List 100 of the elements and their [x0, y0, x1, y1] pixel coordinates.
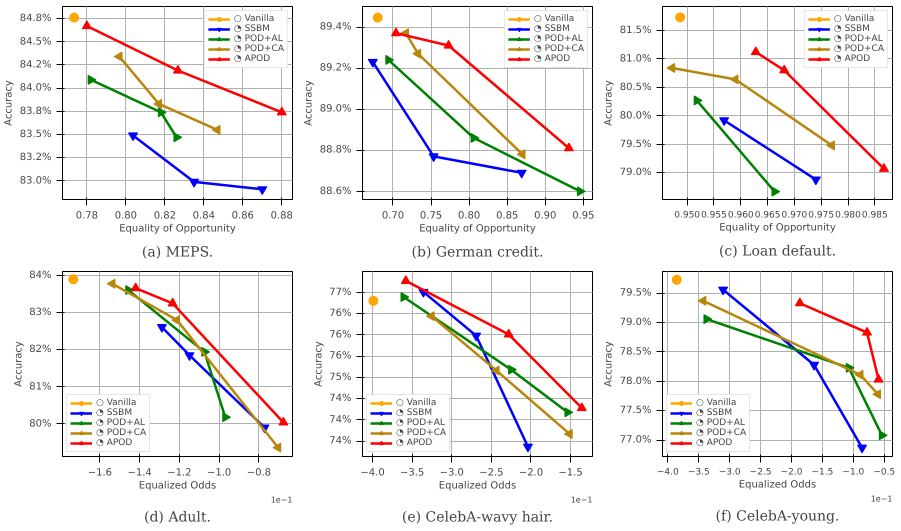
legend-label: ◔ POD+CA [96, 428, 146, 438]
legend-label: ◔ APOD [534, 54, 570, 64]
legend-label: ◔ APOD [696, 438, 732, 448]
legend-label: ◔ POD+AL [696, 418, 745, 428]
legend-label: ○ Vanilla [534, 14, 574, 24]
y-tick-label: 84.5% [20, 36, 52, 48]
legend-label: ◔ SSBM [234, 24, 270, 34]
x-axis-title: Equalized Odds [738, 480, 816, 490]
legend-label: ◔ POD+CA [396, 428, 446, 438]
y-axis-title: Accuracy [604, 341, 615, 387]
y-tick-label: 79.0% [620, 167, 652, 178]
x-tick-label: 0.85 [496, 210, 518, 222]
y-tick-label: 88.6% [320, 186, 352, 197]
x-tick-label: −2.0 [780, 468, 803, 478]
x-tick-label: 0.84 [192, 210, 215, 222]
y-tick-label: 79.5% [620, 288, 652, 299]
y-tick-label: 89.2% [320, 62, 352, 74]
x-tick-label: 0.955 [701, 210, 727, 220]
y-tick-label: 74% [329, 393, 352, 404]
legend-label: ○ Vanilla [234, 14, 274, 24]
y-tick-label: 83.0% [20, 175, 52, 186]
y-tick-label: 78.0% [620, 376, 652, 387]
x-tick-label: 0.80 [458, 210, 480, 222]
x-axis-title: Equality of Opportunity [719, 222, 836, 234]
legend-label: ◔ APOD [396, 438, 432, 448]
y-tick-label: 77.0% [620, 434, 652, 446]
x-tick-label: −4.0 [656, 468, 680, 478]
legend-label: ◔ POD+AL [834, 34, 883, 44]
x-axis-title: Equality of Opportunity [119, 224, 236, 234]
x-tick-label: −1.5 [558, 468, 583, 478]
legend-label: ◔ POD+AL [396, 418, 445, 428]
legend-label: ◔ POD+CA [834, 44, 884, 54]
x-tick-label: 0.82 [154, 210, 176, 222]
x-tick-label: −0.5 [873, 468, 896, 478]
legend-label: ◔ POD+CA [234, 44, 284, 54]
x-tick-label: 0.90 [534, 210, 556, 222]
x-tick-label: 0.960 [728, 210, 754, 220]
y-tick-label: 77.5% [620, 405, 652, 416]
text: 1e−1 [870, 494, 893, 504]
y-tick-label: 84.0% [20, 82, 52, 94]
legend-label: ◔ SSBM [834, 24, 870, 34]
y-tick-label: 83.8% [20, 106, 52, 117]
legend-label: ◔ SSBM [534, 24, 570, 34]
y-axis-title: Accuracy [313, 341, 324, 387]
text: (e) CelebA-wavy hair. [402, 510, 554, 526]
y-tick-label: 89.0% [320, 104, 352, 115]
y-axis-title: Accuracy [13, 341, 24, 387]
y-tick-label: 81% [29, 381, 52, 392]
y-tick-label: 89.4% [320, 22, 352, 33]
x-tick-label: −1.4 [127, 468, 152, 478]
y-axis-title: Accuracy [604, 80, 615, 126]
y-tick-label: 80.0% [620, 110, 652, 122]
legend-label: ◔ POD+CA [696, 428, 746, 438]
x-tick-label: −3.5 [400, 468, 424, 478]
x-tick-label: 0.70 [382, 210, 404, 222]
x-tick-label: 0.950 [674, 210, 700, 220]
x-tick-label: −1.6 [88, 468, 112, 478]
legend-label: ○ Vanilla [696, 398, 736, 408]
x-tick-label: 0.975 [808, 210, 834, 220]
y-tick-label: 83% [29, 307, 52, 318]
x-tick-label: 0.75 [420, 210, 442, 222]
text: (b) German credit. [412, 244, 544, 260]
x-tick-label: −2.0 [518, 468, 544, 478]
y-tick-label: 80.5% [620, 82, 652, 93]
x-axis-title: Equality of Opportunity [419, 224, 536, 234]
y-tick-label: 83.2% [20, 152, 52, 164]
x-tick-label: 0.80 [114, 210, 137, 222]
y-tick-label: 83.5% [20, 129, 52, 140]
legend-label: ◔ SSBM [396, 408, 432, 418]
y-tick-label: 84.2% [20, 59, 52, 70]
legend-label: ◔ POD+AL [534, 34, 583, 44]
y-tick-label: 82% [29, 344, 52, 356]
x-tick-label: 0.965 [754, 210, 780, 220]
x-tick-label: 0.980 [835, 210, 862, 220]
y-axis-title: Accuracy [4, 80, 15, 126]
legend-label: ○ Vanilla [834, 14, 874, 24]
y-tick-label: 76% [329, 308, 352, 320]
y-tick-label: 81.0% [620, 53, 652, 64]
legend-label: ○ Vanilla [96, 398, 136, 408]
x-tick-label: 0.88 [270, 210, 293, 222]
x-tick-label: −3.0 [440, 468, 464, 478]
y-tick-label: 81.5% [620, 24, 652, 36]
x-tick-label: 0.86 [232, 210, 254, 222]
x-tick-label: −3.0 [718, 468, 741, 478]
x-axis-title: Equalized Odds [438, 480, 516, 492]
text: 1e−1 [270, 496, 293, 504]
y-tick-label: 84.8% [20, 13, 52, 24]
x-tick-label: −0.8 [246, 468, 272, 478]
x-tick-label: −2.5 [750, 468, 772, 478]
y-tick-label: 74% [329, 414, 352, 426]
legend-label: ◔ APOD [96, 438, 132, 448]
text: (c) Loan default. [718, 244, 836, 260]
x-tick-label: 0.970 [782, 210, 808, 220]
x-tick-label: −1.0 [207, 468, 232, 478]
y-tick-label: 76% [329, 350, 352, 362]
legend-label: ◔ APOD [234, 54, 270, 64]
y-tick-label: 78.5% [620, 346, 652, 358]
text: (f) CelebA-young. [716, 508, 840, 524]
x-tick-label: −4.0 [360, 468, 385, 478]
legend-label: ◔ POD+AL [96, 418, 145, 428]
